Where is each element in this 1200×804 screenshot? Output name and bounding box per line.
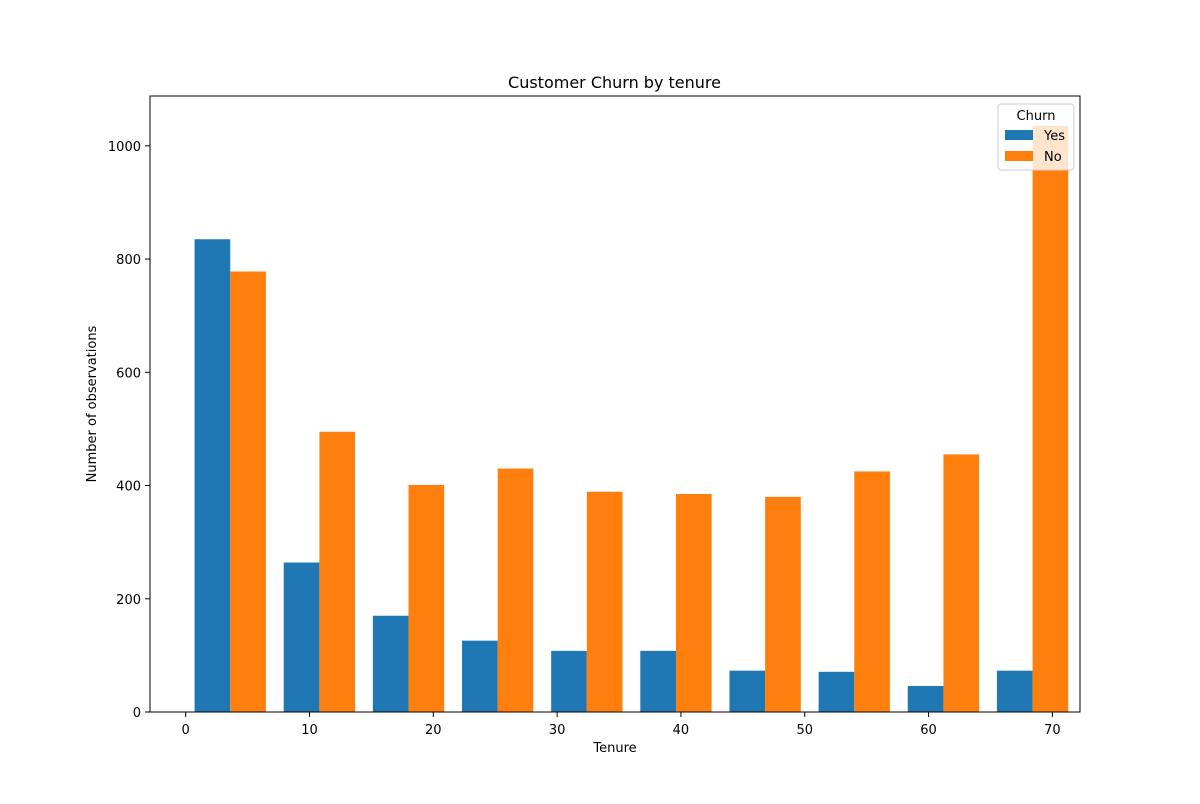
legend-label-no: No — [1044, 150, 1062, 165]
bar-no-4 — [586, 491, 623, 712]
bar-yes-4 — [551, 650, 587, 712]
bar-yes-5 — [640, 650, 676, 712]
bar-yes-3 — [462, 640, 498, 712]
legend-swatch-no — [1005, 151, 1033, 161]
x-tick-label: 70 — [1044, 723, 1061, 738]
x-tick-label: 30 — [549, 723, 566, 738]
bar-no-0 — [230, 271, 266, 712]
x-tick-label: 10 — [301, 723, 318, 738]
plot-frame — [149, 95, 1081, 713]
bar-yes-1 — [283, 562, 320, 712]
legend-swatch-yes — [1005, 130, 1033, 140]
bar-yes-8 — [907, 685, 944, 712]
y-tick-label: 1000 — [108, 140, 141, 155]
x-axis-label: Tenure — [592, 741, 636, 756]
y-axis-label: Number of observations — [85, 325, 100, 482]
y-tick-label: 600 — [116, 366, 141, 381]
y-tick-label: 200 — [116, 593, 141, 608]
x-tick-label: 40 — [673, 723, 690, 738]
legend: Churn Yes No — [997, 103, 1075, 171]
x-tick-label: 50 — [796, 723, 813, 738]
x-tick-label: 60 — [920, 723, 937, 738]
bar-no-2 — [408, 484, 445, 712]
y-tick-label: 800 — [116, 253, 141, 268]
legend-label-yes: Yes — [1043, 129, 1065, 144]
y-tick-label: 0 — [133, 706, 141, 721]
bar-no-7 — [854, 471, 890, 713]
bar-no-6 — [765, 496, 801, 712]
bar-yes-9 — [996, 670, 1033, 712]
y-tick-label: 400 — [116, 480, 141, 495]
legend-title: Churn — [1017, 109, 1056, 124]
chart-title: Customer Churn by tenure — [508, 73, 721, 92]
y-axis-ticks: 0 200 400 600 800 1000 — [108, 140, 150, 721]
bar-yes-0 — [194, 239, 231, 713]
bar-no-8 — [943, 454, 980, 712]
bars-layer — [194, 126, 1069, 713]
x-axis-ticks: 0 10 20 30 40 50 60 70 — [182, 712, 1061, 738]
x-tick-label: 0 — [182, 723, 190, 738]
bar-no-1 — [319, 431, 356, 712]
bar-no-5 — [675, 494, 712, 712]
bar-yes-2 — [372, 615, 409, 712]
bar-no-9 — [1032, 126, 1069, 712]
bar-yes-7 — [818, 671, 855, 712]
x-tick-label: 20 — [425, 723, 442, 738]
bar-no-3 — [497, 468, 534, 712]
bar-yes-6 — [729, 670, 766, 712]
